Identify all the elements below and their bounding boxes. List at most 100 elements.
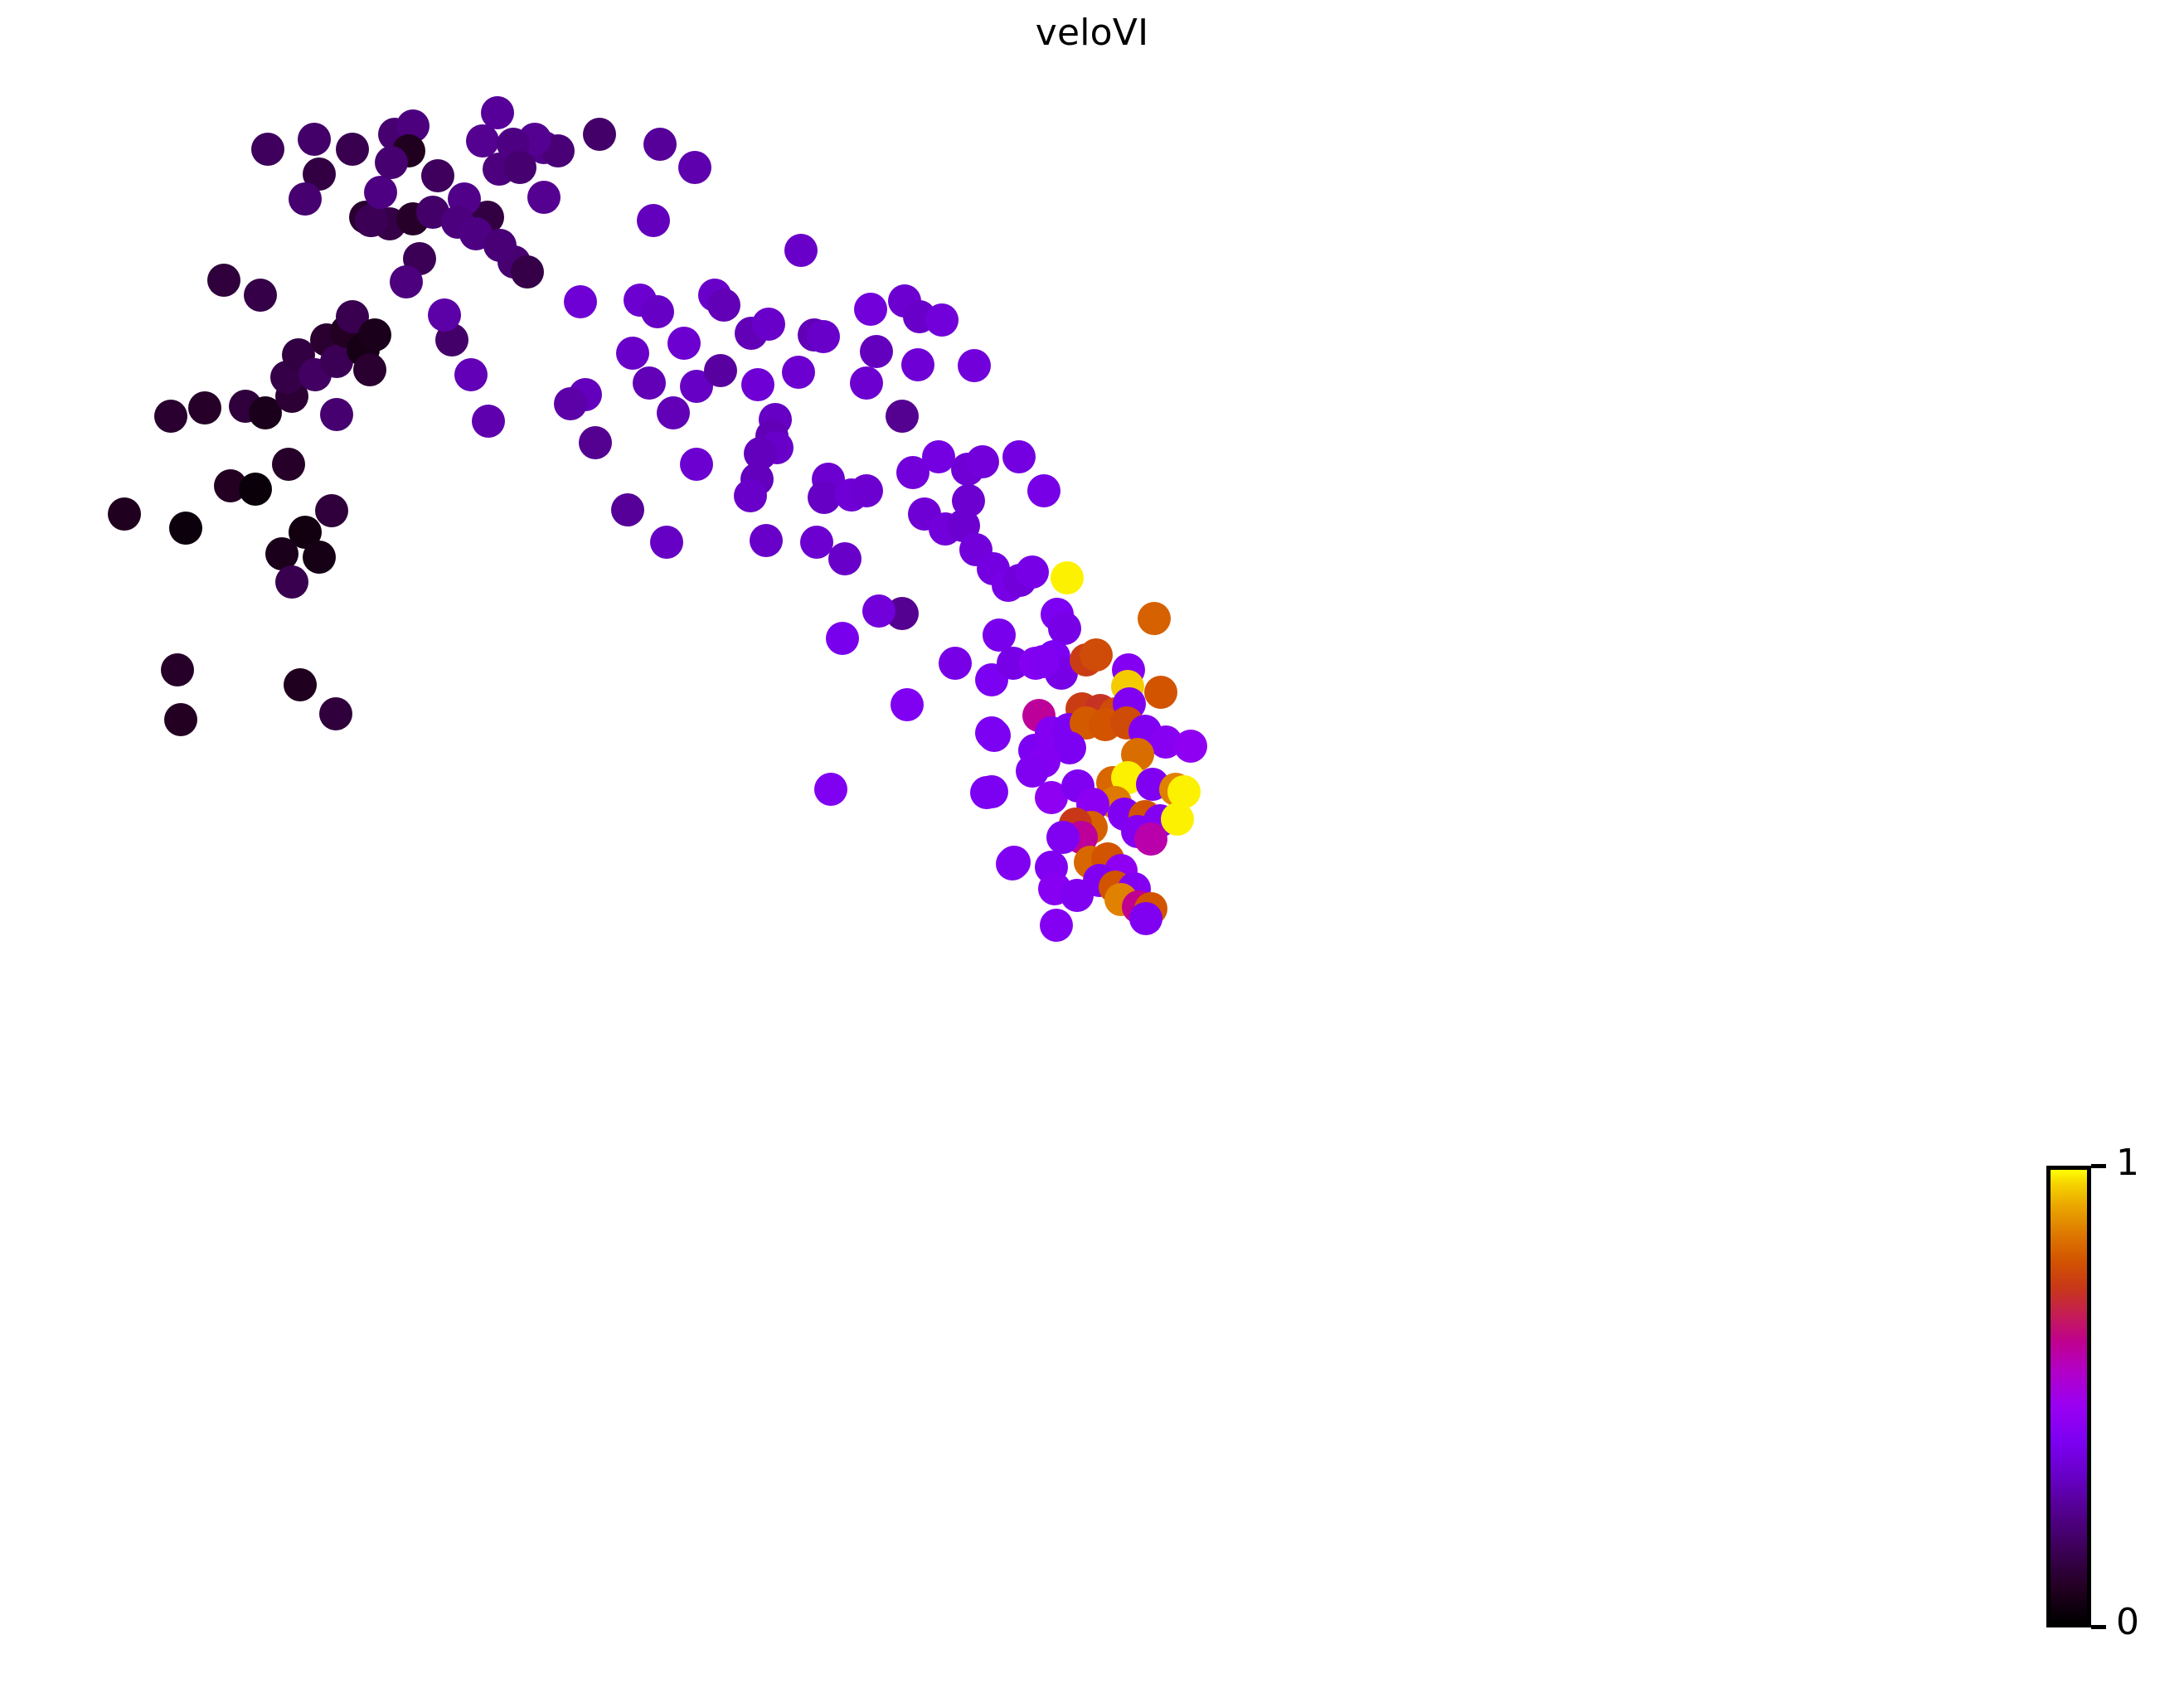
scatter-point xyxy=(1134,822,1167,856)
scatter-point xyxy=(315,494,348,527)
scatter-point xyxy=(886,400,919,433)
scatter-point xyxy=(667,327,701,360)
scatter-point xyxy=(750,524,783,557)
scatter-point xyxy=(1053,731,1086,764)
scatter-point xyxy=(637,204,670,237)
scatter-point xyxy=(860,335,893,368)
scatter-point xyxy=(997,846,1031,879)
scatter-point xyxy=(416,196,449,229)
scatter-point xyxy=(564,285,597,318)
scatter-point xyxy=(1035,781,1068,814)
scatter-point xyxy=(678,151,711,184)
scatter-point xyxy=(472,405,505,438)
scatter-point xyxy=(680,448,713,481)
scatter-point xyxy=(275,565,308,599)
scatter-point xyxy=(161,653,194,686)
scatter-point xyxy=(303,158,336,191)
scatter-point xyxy=(1026,645,1060,678)
scatter-point xyxy=(1161,803,1194,836)
scatter-point xyxy=(975,775,1008,808)
colorbar-tick-max xyxy=(2091,1164,2106,1168)
scatter-point xyxy=(854,293,887,326)
scatter-point xyxy=(375,146,408,179)
scatter-point xyxy=(390,265,423,298)
scatter-point xyxy=(862,594,895,628)
scatter-point xyxy=(1167,775,1201,808)
scatter-point xyxy=(396,109,430,143)
scatter-point xyxy=(481,96,514,129)
scatter-point xyxy=(289,182,322,216)
scatter-point xyxy=(353,353,386,386)
scatter-point xyxy=(289,516,322,549)
scatter-point xyxy=(707,289,740,322)
scatter-point xyxy=(643,128,677,161)
scatter-point xyxy=(511,255,544,289)
scatter-point xyxy=(1060,879,1094,912)
scatter-point xyxy=(966,445,999,478)
scatter-point xyxy=(807,320,840,353)
scatter-point xyxy=(1040,909,1073,942)
scatter-point xyxy=(1002,440,1036,473)
scatter-point xyxy=(251,133,284,166)
scatter-point xyxy=(752,308,785,341)
scatter-point xyxy=(239,473,272,506)
scatter-point xyxy=(303,541,336,574)
scatter-point xyxy=(704,354,737,387)
scatter-point xyxy=(320,345,353,378)
scatter-point xyxy=(207,264,240,297)
scatter-point xyxy=(826,622,859,655)
scatter-point xyxy=(800,526,833,559)
scatter-point xyxy=(319,697,352,730)
scatter-point xyxy=(633,366,666,400)
scatter-point xyxy=(108,497,141,531)
scatter-point xyxy=(214,469,247,502)
colorbar-label-min: 0 xyxy=(2116,1601,2139,1643)
scatter-point xyxy=(782,356,815,389)
scatter-point xyxy=(466,124,499,158)
scatter-point xyxy=(1111,761,1144,794)
scatter-point xyxy=(249,396,282,429)
scatter-point xyxy=(680,370,713,403)
scatter-point xyxy=(435,323,468,357)
scatter-point xyxy=(1129,902,1162,935)
page-title: veloVI xyxy=(1035,12,1149,54)
scatter-point xyxy=(1046,821,1080,854)
scatter-point xyxy=(355,204,388,237)
scatter-point xyxy=(814,773,847,806)
scatter-point xyxy=(164,703,197,736)
scatter-point xyxy=(896,456,929,489)
scatter-point xyxy=(1016,555,1049,589)
scatter-point xyxy=(320,398,353,431)
scatter-point xyxy=(850,366,883,400)
scatter-point xyxy=(939,647,972,680)
scatter-point xyxy=(1149,725,1182,759)
scatter-point xyxy=(154,400,187,433)
scatter-point xyxy=(272,448,305,481)
scatter-point xyxy=(616,337,649,370)
scatter-point xyxy=(925,303,959,337)
colorbar-gradient xyxy=(2046,1166,2091,1627)
scatter-point xyxy=(583,118,616,151)
scatter-point xyxy=(1051,561,1084,594)
scatter-point xyxy=(454,358,488,391)
scatter-point xyxy=(741,368,774,401)
scatter-point xyxy=(901,348,934,381)
scatter-point xyxy=(657,396,690,429)
scatter-point xyxy=(650,526,683,559)
scatter-point xyxy=(922,440,955,473)
scatter-point xyxy=(808,481,841,514)
scatter-point xyxy=(298,123,331,156)
scatter-point xyxy=(579,426,612,459)
scatter-point xyxy=(428,298,461,332)
scatter-point xyxy=(952,484,985,517)
scatter-point xyxy=(850,474,883,507)
scatter-point xyxy=(784,234,818,267)
scatter-point xyxy=(188,391,221,424)
scatter-point xyxy=(265,537,298,570)
scatter-point xyxy=(828,542,861,575)
scatter-point xyxy=(744,437,777,470)
scatter-point xyxy=(978,719,1011,752)
scatter-point xyxy=(1016,754,1049,788)
scatter-point xyxy=(1080,638,1113,672)
